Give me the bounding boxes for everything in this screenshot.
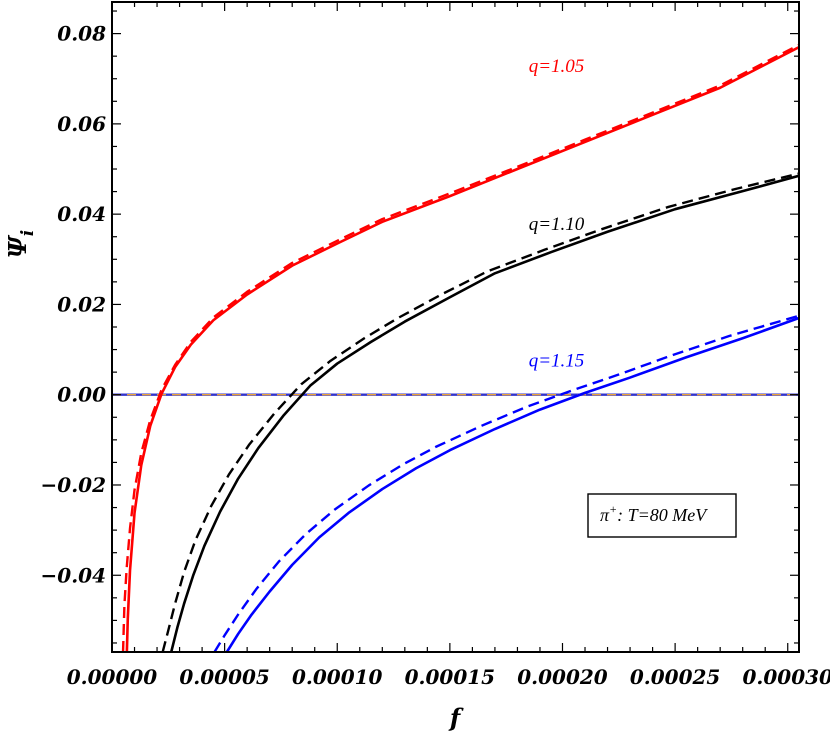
- x-tick-label: 0.00005: [179, 665, 269, 689]
- axis-tick-labels: 0.00000 0.00005 0.00010 0.00015 0.00020 0.000…: [41, 22, 830, 689]
- x-tick-label: 0.00010: [292, 665, 383, 689]
- y-tick-label: −0.04: [41, 563, 106, 587]
- y-tick-label: 0.04: [57, 202, 106, 226]
- y-tick-label: 0.08: [57, 22, 106, 46]
- series-labels: q=1.05 q=1.10 q=1.15: [529, 56, 585, 371]
- series-line-solid-q-1-10: [169, 174, 799, 652]
- y-tick-label: 0.02: [57, 292, 106, 316]
- series-layer: [121, 43, 799, 652]
- series-line-solid-q-1-05: [125, 45, 799, 652]
- annotation-box: π+: T=80 MeV: [587, 493, 737, 538]
- y-axis-title-group: Ψi: [3, 230, 38, 258]
- y-axis-title: Ψi: [3, 230, 38, 258]
- y-tick-label: 0.06: [57, 112, 106, 136]
- annotation-frame: [587, 493, 737, 538]
- x-tick-label: 0.00015: [405, 665, 495, 689]
- series-label-q-1-10: q=1.10: [529, 214, 585, 235]
- series-label-q-1-05: q=1.05: [529, 56, 585, 77]
- x-tick-label: 0.00000: [67, 665, 158, 689]
- x-tick-label: 0.00020: [517, 665, 608, 689]
- x-tick-label: 0.00025: [630, 665, 720, 689]
- series-line-dashed-q-1-05: [121, 43, 799, 652]
- y-tick-label: 0.00: [57, 383, 106, 407]
- series-line-solid-q-1-15: [225, 316, 799, 652]
- y-tick-label: −0.02: [41, 473, 107, 497]
- annotation-text: π+: T=80 MeV: [600, 502, 708, 525]
- axis-ticks: [111, 2, 799, 652]
- x-axis-title: f: [448, 703, 464, 732]
- x-tick-label: 0.00030: [743, 665, 830, 689]
- series-label-q-1-15: q=1.15: [529, 350, 585, 371]
- series-line-dashed-q-1-10: [161, 172, 799, 652]
